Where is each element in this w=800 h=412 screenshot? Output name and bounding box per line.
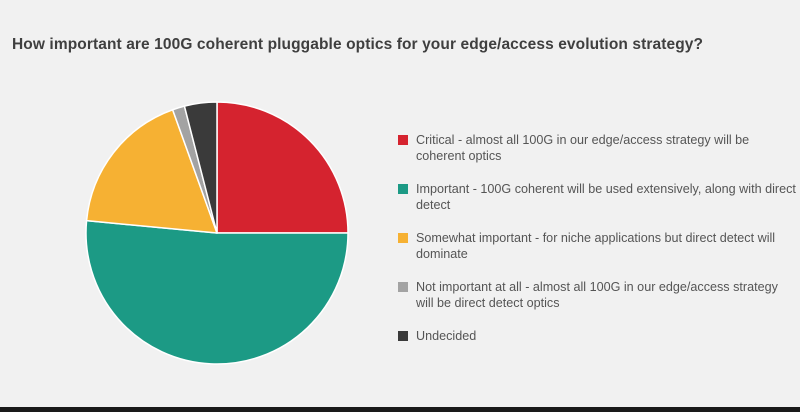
- legend-label-not-important: Not important at all - almost all 100G i…: [416, 280, 778, 310]
- legend-swatch-important: [398, 184, 408, 194]
- chart-title: How important are 100G coherent pluggabl…: [12, 36, 704, 53]
- legend: Critical - almost all 100G in our edge/a…: [398, 132, 798, 361]
- pie-slice-important: [85, 219, 349, 365]
- legend-swatch-not-important: [398, 282, 408, 292]
- footer-bar: [0, 407, 800, 412]
- legend-swatch-somewhat-important: [398, 233, 408, 243]
- pie-slice-somewhat-important: [85, 108, 218, 234]
- pie-slice-undecided: [183, 101, 218, 234]
- pie-slice-critical: [216, 101, 349, 234]
- legend-label-critical: Critical - almost all 100G in our edge/a…: [416, 133, 750, 163]
- legend-item-important: Important - 100G coherent will be used e…: [398, 181, 798, 213]
- legend-item-undecided: Undecided: [398, 328, 798, 344]
- legend-swatch-critical: [398, 135, 408, 145]
- legend-label-undecided: Undecided: [416, 329, 477, 343]
- legend-label-somewhat-important: Somewhat important - for niche applicati…: [416, 231, 776, 261]
- legend-swatch-undecided: [398, 331, 408, 341]
- legend-item-critical: Critical - almost all 100G in our edge/a…: [398, 132, 798, 164]
- legend-item-not-important: Not important at all - almost all 100G i…: [398, 279, 798, 311]
- legend-item-somewhat-important: Somewhat important - for niche applicati…: [398, 230, 798, 262]
- legend-label-important: Important - 100G coherent will be used e…: [416, 182, 796, 212]
